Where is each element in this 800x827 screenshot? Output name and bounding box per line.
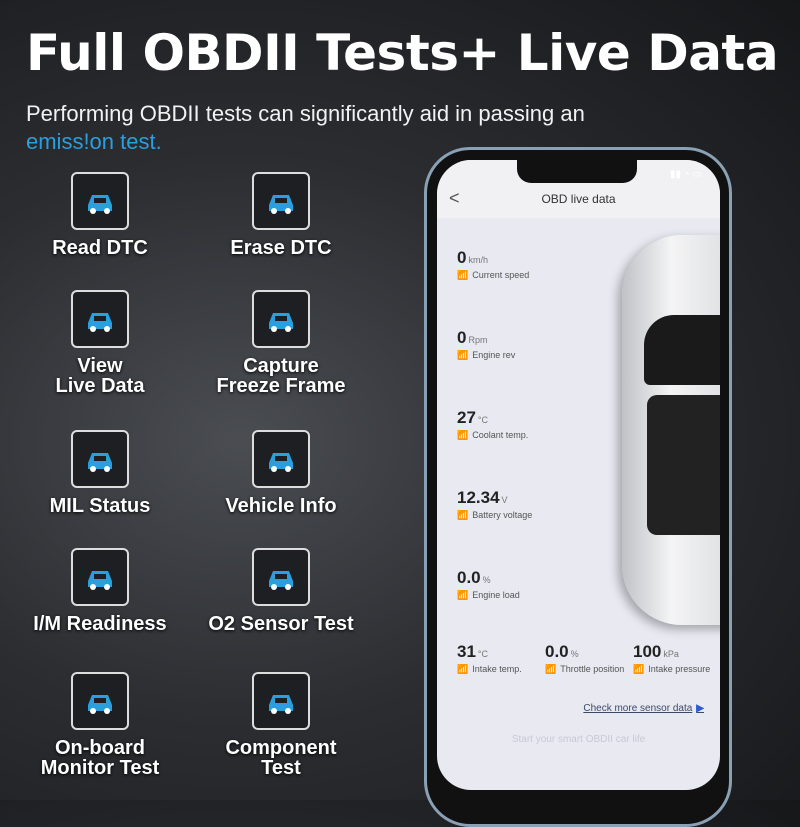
chart-icon: 📶	[457, 270, 469, 280]
metric-label: Coolant temp.	[472, 430, 529, 440]
metric-label: Throttle position	[560, 664, 625, 674]
chart-icon: 📶	[457, 664, 469, 674]
metric-3: 12.34 V 📶 Battery voltage	[457, 488, 532, 521]
feature-9: Component Test	[196, 672, 366, 778]
screen-title: OBD live data	[541, 192, 616, 206]
metric-value: 31	[457, 642, 476, 661]
feature-2: View Live Data	[15, 290, 185, 396]
check-more-text[interactable]: Check more sensor data	[583, 703, 693, 714]
metric-unit: Rpm	[468, 335, 488, 345]
feature-5: Vehicle Info	[196, 430, 366, 516]
feature-label: I/M Readiness	[33, 613, 167, 635]
car-image	[622, 235, 720, 625]
metric-value: 12.34	[457, 488, 500, 507]
subtitle-highlight: emiss!on test.	[26, 129, 162, 154]
notch	[517, 160, 637, 183]
metric-6: 0.0% 📶 Throttle position	[545, 642, 624, 675]
status-icons: ▮▮ ◔ ▭	[669, 169, 702, 180]
metric-label: Intake pressure	[648, 664, 711, 674]
feature-label: Vehicle Info	[225, 495, 337, 517]
feature-label: Erase DTC	[230, 237, 332, 259]
feature-label: Read DTC	[52, 237, 148, 259]
phone-screen: < OBD live data ▮▮ ◔ ▭ 0 km/h 📶 Current spe…	[437, 160, 720, 790]
chart-icon: 📶	[457, 590, 469, 600]
chart-icon: 📶	[457, 430, 469, 440]
feature-label: Capture Freeze Frame	[216, 355, 346, 397]
feature-6: I/M Readiness	[15, 548, 185, 634]
metric-label: Intake temp.	[472, 664, 522, 674]
feature-1: Erase DTC	[196, 172, 366, 258]
feature-label: On-board Monitor Test	[40, 737, 160, 779]
feature-label: Component Test	[225, 737, 337, 779]
feature-label: O2 Sensor Test	[208, 613, 354, 635]
headline: Full OBDII Tests+ Live Data	[26, 24, 779, 82]
car-warning-icon	[71, 430, 129, 488]
chart-icon: 📶	[545, 664, 557, 674]
metric-unit: °C	[477, 649, 489, 659]
sliders-icon	[252, 672, 310, 730]
play-arrow-icon: ▶	[696, 703, 704, 714]
metric-value: 27	[457, 408, 476, 427]
metric-value: 0.0	[457, 568, 481, 587]
car-search-icon	[71, 172, 129, 230]
feature-7: O2 Sensor Test	[196, 548, 366, 634]
metric-unit: kPa	[663, 649, 679, 659]
metric-unit: %	[570, 649, 579, 659]
o2-sensor-icon	[252, 548, 310, 606]
metric-label: Engine load	[472, 590, 520, 600]
phone-car-icon	[252, 430, 310, 488]
metric-label: Battery voltage	[472, 510, 533, 520]
metric-2: 27 °C 📶 Coolant temp.	[457, 408, 528, 441]
feature-4: MIL Status	[15, 430, 185, 516]
chart-icon: 📶	[633, 664, 645, 674]
feature-label: MIL Status	[49, 495, 151, 517]
metric-unit: %	[482, 575, 491, 585]
chart-icon: 📶	[457, 510, 469, 520]
subtitle-text: Performing OBDII tests can significantly…	[26, 101, 585, 126]
metric-1: 0 Rpm 📶 Engine rev	[457, 328, 515, 361]
car-shield-icon	[71, 672, 129, 730]
back-icon[interactable]: <	[449, 188, 460, 208]
check-more-link[interactable]: Check more sensor data ▶	[583, 703, 704, 714]
metric-label: Current speed	[472, 270, 530, 280]
metric-7: 100 kPa 📶 Intake pressure	[633, 642, 710, 675]
feature-3: Capture Freeze Frame	[196, 290, 366, 396]
metric-value: 100	[633, 642, 662, 661]
car-erase-icon	[252, 172, 310, 230]
chart-icon: 📶	[457, 350, 469, 360]
subtitle: Performing OBDII tests can significantly…	[26, 100, 706, 156]
metric-value: 0	[457, 328, 467, 347]
metric-4: 0.0% 📶 Engine load	[457, 568, 520, 601]
metric-label: Engine rev	[472, 350, 516, 360]
browser-icon	[71, 548, 129, 606]
feature-0: Read DTC	[15, 172, 185, 258]
footer-text: Start your smart OBDII car life	[511, 734, 646, 745]
metric-5: 31 °C 📶 Intake temp.	[457, 642, 522, 675]
metric-value: 0	[457, 248, 467, 267]
metric-unit: V	[501, 495, 508, 505]
metric-unit: °C	[477, 415, 489, 425]
metric-0: 0 km/h 📶 Current speed	[457, 248, 529, 281]
car-chart-icon	[71, 290, 129, 348]
metric-unit: km/h	[468, 255, 488, 265]
feature-8: On-board Monitor Test	[15, 672, 185, 778]
metric-value: 0.0	[545, 642, 569, 661]
freeze-frame-icon	[252, 290, 310, 348]
feature-label: View Live Data	[55, 355, 145, 397]
